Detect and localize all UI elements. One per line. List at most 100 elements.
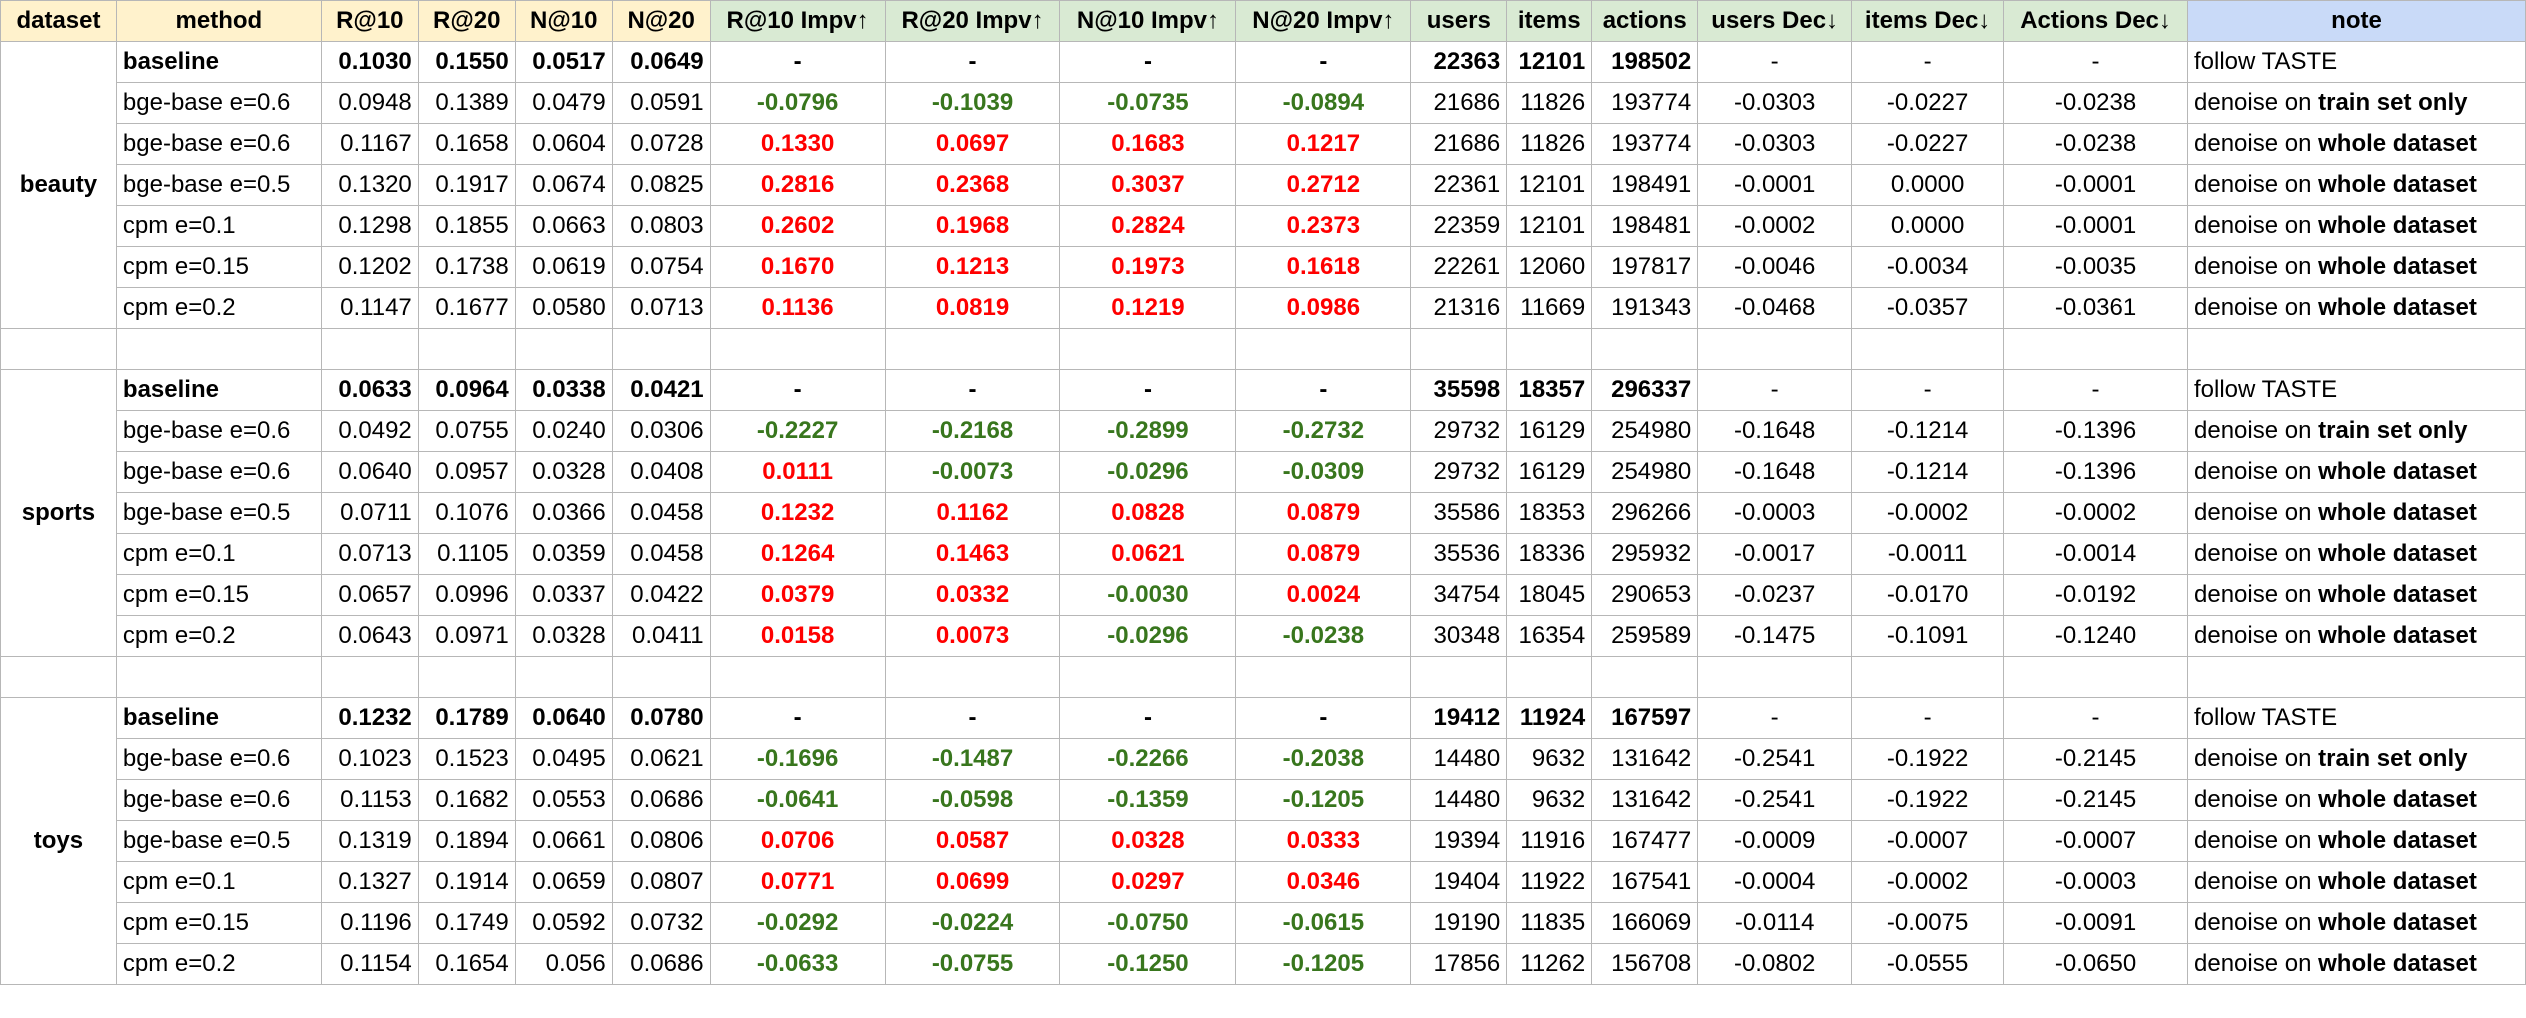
r10-cell[interactable]: 0.1319 [320, 820, 419, 862]
n20-cell[interactable]: 0.0458 [611, 533, 711, 575]
r20-cell[interactable]: 0.1658 [417, 123, 516, 165]
column-header[interactable]: N@20 Impv↑ [1235, 0, 1412, 42]
d3-cell[interactable]: -0.0192 [2003, 574, 2188, 616]
d2-cell[interactable]: -0.1091 [1851, 615, 2005, 657]
items-cell[interactable]: 11924 [1506, 697, 1593, 739]
i1-cell[interactable]: 0.0771 [709, 861, 886, 903]
empty-cell[interactable] [320, 328, 419, 370]
i3-cell[interactable]: 0.0328 [1059, 820, 1237, 862]
r10-cell[interactable]: 0.0711 [320, 492, 419, 534]
actions-cell[interactable]: 197817 [1591, 246, 1699, 288]
n10-cell[interactable]: 0.056 [514, 943, 613, 985]
empty-cell[interactable] [1059, 328, 1237, 370]
empty-cell[interactable] [1410, 656, 1508, 698]
i1-cell[interactable]: 0.1136 [709, 287, 886, 329]
note-cell[interactable]: denoise on whole dataset [2187, 287, 2526, 329]
empty-cell[interactable] [1059, 656, 1237, 698]
empty-cell[interactable] [1591, 328, 1699, 370]
column-header[interactable]: users Dec↓ [1697, 0, 1853, 42]
items-cell[interactable]: 16129 [1506, 451, 1593, 493]
i4-cell[interactable]: -0.0238 [1235, 615, 1412, 657]
i2-cell[interactable]: -0.1039 [884, 82, 1061, 124]
items-cell[interactable]: 11916 [1506, 820, 1593, 862]
d2-cell[interactable]: -0.0034 [1851, 246, 2005, 288]
r20-cell[interactable]: 0.0964 [417, 369, 516, 411]
i4-cell[interactable]: -0.0894 [1235, 82, 1412, 124]
note-cell[interactable]: follow TASTE [2187, 41, 2526, 83]
method-cell[interactable]: bge-base e=0.5 [115, 820, 322, 862]
method-cell[interactable]: cpm e=0.2 [115, 287, 322, 329]
n10-cell[interactable]: 0.0338 [514, 369, 613, 411]
n10-cell[interactable]: 0.0479 [514, 82, 613, 124]
actions-cell[interactable]: 167597 [1591, 697, 1699, 739]
items-cell[interactable]: 11262 [1506, 943, 1593, 985]
r10-cell[interactable]: 0.1154 [320, 943, 419, 985]
d2-cell[interactable]: -0.0011 [1851, 533, 2005, 575]
i1-cell[interactable]: 0.0158 [709, 615, 886, 657]
users-cell[interactable]: 19190 [1410, 902, 1508, 944]
column-header[interactable]: R@20 Impv↑ [884, 0, 1061, 42]
n10-cell[interactable]: 0.0553 [514, 779, 613, 821]
i4-cell[interactable]: -0.2732 [1235, 410, 1412, 452]
method-cell[interactable]: cpm e=0.2 [115, 615, 322, 657]
column-header[interactable]: dataset [0, 0, 117, 42]
users-cell[interactable]: 35586 [1410, 492, 1508, 534]
d3-cell[interactable]: -0.0035 [2003, 246, 2188, 288]
d2-cell[interactable]: -0.0227 [1851, 123, 2005, 165]
actions-cell[interactable]: 193774 [1591, 123, 1699, 165]
r20-cell[interactable]: 0.1789 [417, 697, 516, 739]
d1-cell[interactable]: -0.0237 [1697, 574, 1853, 616]
method-cell[interactable]: bge-base e=0.6 [115, 82, 322, 124]
i2-cell[interactable]: 0.1213 [884, 246, 1061, 288]
i3-cell[interactable]: 0.3037 [1059, 164, 1237, 206]
n20-cell[interactable]: 0.0591 [611, 82, 711, 124]
users-cell[interactable]: 22261 [1410, 246, 1508, 288]
empty-cell[interactable] [1591, 656, 1699, 698]
actions-cell[interactable]: 193774 [1591, 82, 1699, 124]
n20-cell[interactable]: 0.0806 [611, 820, 711, 862]
note-cell[interactable]: denoise on whole dataset [2187, 820, 2526, 862]
i3-cell[interactable]: -0.0296 [1059, 451, 1237, 493]
method-cell[interactable]: cpm e=0.1 [115, 205, 322, 247]
method-cell[interactable]: bge-base e=0.5 [115, 492, 322, 534]
column-header[interactable]: Actions Dec↓ [2003, 0, 2188, 42]
r20-cell[interactable]: 0.1389 [417, 82, 516, 124]
i3-cell[interactable]: 0.0297 [1059, 861, 1237, 903]
d3-cell[interactable]: -0.0003 [2003, 861, 2188, 903]
note-cell[interactable]: denoise on whole dataset [2187, 205, 2526, 247]
i4-cell[interactable]: -0.1205 [1235, 943, 1412, 985]
r10-cell[interactable]: 0.1320 [320, 164, 419, 206]
actions-cell[interactable]: 198502 [1591, 41, 1699, 83]
note-cell[interactable]: denoise on whole dataset [2187, 615, 2526, 657]
n20-cell[interactable]: 0.0686 [611, 779, 711, 821]
column-header[interactable]: note [2187, 0, 2526, 42]
column-header[interactable]: N@20 [611, 0, 711, 42]
d3-cell[interactable]: -0.0361 [2003, 287, 2188, 329]
d1-cell[interactable]: -0.1648 [1697, 451, 1853, 493]
n20-cell[interactable]: 0.0780 [611, 697, 711, 739]
items-cell[interactable]: 9632 [1506, 738, 1593, 780]
column-header[interactable]: items [1506, 0, 1593, 42]
i1-cell[interactable]: 0.1330 [709, 123, 886, 165]
users-cell[interactable]: 34754 [1410, 574, 1508, 616]
d1-cell[interactable]: - [1697, 697, 1853, 739]
method-cell[interactable]: baseline [115, 41, 322, 83]
i3-cell[interactable]: 0.0621 [1059, 533, 1237, 575]
users-cell[interactable]: 22359 [1410, 205, 1508, 247]
d3-cell[interactable]: -0.0002 [2003, 492, 2188, 534]
actions-cell[interactable]: 167477 [1591, 820, 1699, 862]
actions-cell[interactable]: 131642 [1591, 779, 1699, 821]
actions-cell[interactable]: 166069 [1591, 902, 1699, 944]
d3-cell[interactable]: -0.0007 [2003, 820, 2188, 862]
empty-cell[interactable] [1851, 328, 2005, 370]
r10-cell[interactable]: 0.1147 [320, 287, 419, 329]
r20-cell[interactable]: 0.1654 [417, 943, 516, 985]
i2-cell[interactable]: 0.1463 [884, 533, 1061, 575]
note-cell[interactable]: denoise on whole dataset [2187, 902, 2526, 944]
d2-cell[interactable]: -0.1214 [1851, 451, 2005, 493]
note-cell[interactable]: denoise on whole dataset [2187, 943, 2526, 985]
n10-cell[interactable]: 0.0640 [514, 697, 613, 739]
r20-cell[interactable]: 0.1523 [417, 738, 516, 780]
n10-cell[interactable]: 0.0661 [514, 820, 613, 862]
i2-cell[interactable]: 0.2368 [884, 164, 1061, 206]
